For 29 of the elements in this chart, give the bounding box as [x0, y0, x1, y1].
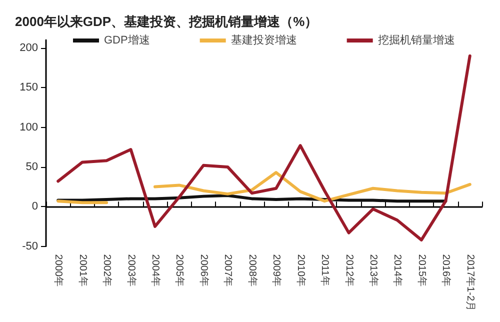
- x-tick-label: 2007年: [222, 254, 234, 287]
- y-tick-label: 50: [26, 160, 38, 173]
- x-tick-label: 2017年1-2月: [464, 254, 476, 312]
- x-tick-label: 2006年: [198, 254, 210, 287]
- line-series: [56, 54, 472, 242]
- x-tick-label: 2016年: [440, 254, 452, 287]
- x-tick-label: 2014年: [392, 254, 404, 287]
- x-tick-label: 2015年: [416, 254, 428, 287]
- legend-label: 基建投资增速: [230, 34, 297, 46]
- x-tick-label: 2001年: [76, 254, 89, 287]
- chart-title: 2000年以来GDP、基建投资、挖掘机销量增速（%）: [15, 14, 318, 29]
- x-tick-label: 2004年: [150, 254, 162, 287]
- y-tick-label: -50: [22, 240, 38, 252]
- legend-label: 挖掘机销量增速: [378, 34, 455, 46]
- x-tick-label: 2002年: [101, 254, 114, 287]
- x-tick-label: 2003年: [125, 254, 138, 287]
- x-tick-label: 2005年: [174, 254, 186, 287]
- y-tick-label: 0: [32, 200, 38, 213]
- x-tick-label: 2010年: [294, 254, 307, 287]
- legend-label: GDP增速: [104, 34, 150, 46]
- x-tick-label: 2011年: [319, 254, 332, 286]
- x-tick-label: 2009年: [270, 254, 283, 287]
- x-tick-label: 2013年: [368, 254, 380, 287]
- y-tick-label: 200: [20, 42, 38, 54]
- x-tick-label: 2008年: [246, 254, 258, 287]
- x-tick-label: 2012年: [343, 254, 356, 287]
- y-tick-label: 150: [20, 82, 38, 94]
- x-tick-label: 2000年: [52, 254, 65, 287]
- y-tick-label: 100: [20, 121, 38, 134]
